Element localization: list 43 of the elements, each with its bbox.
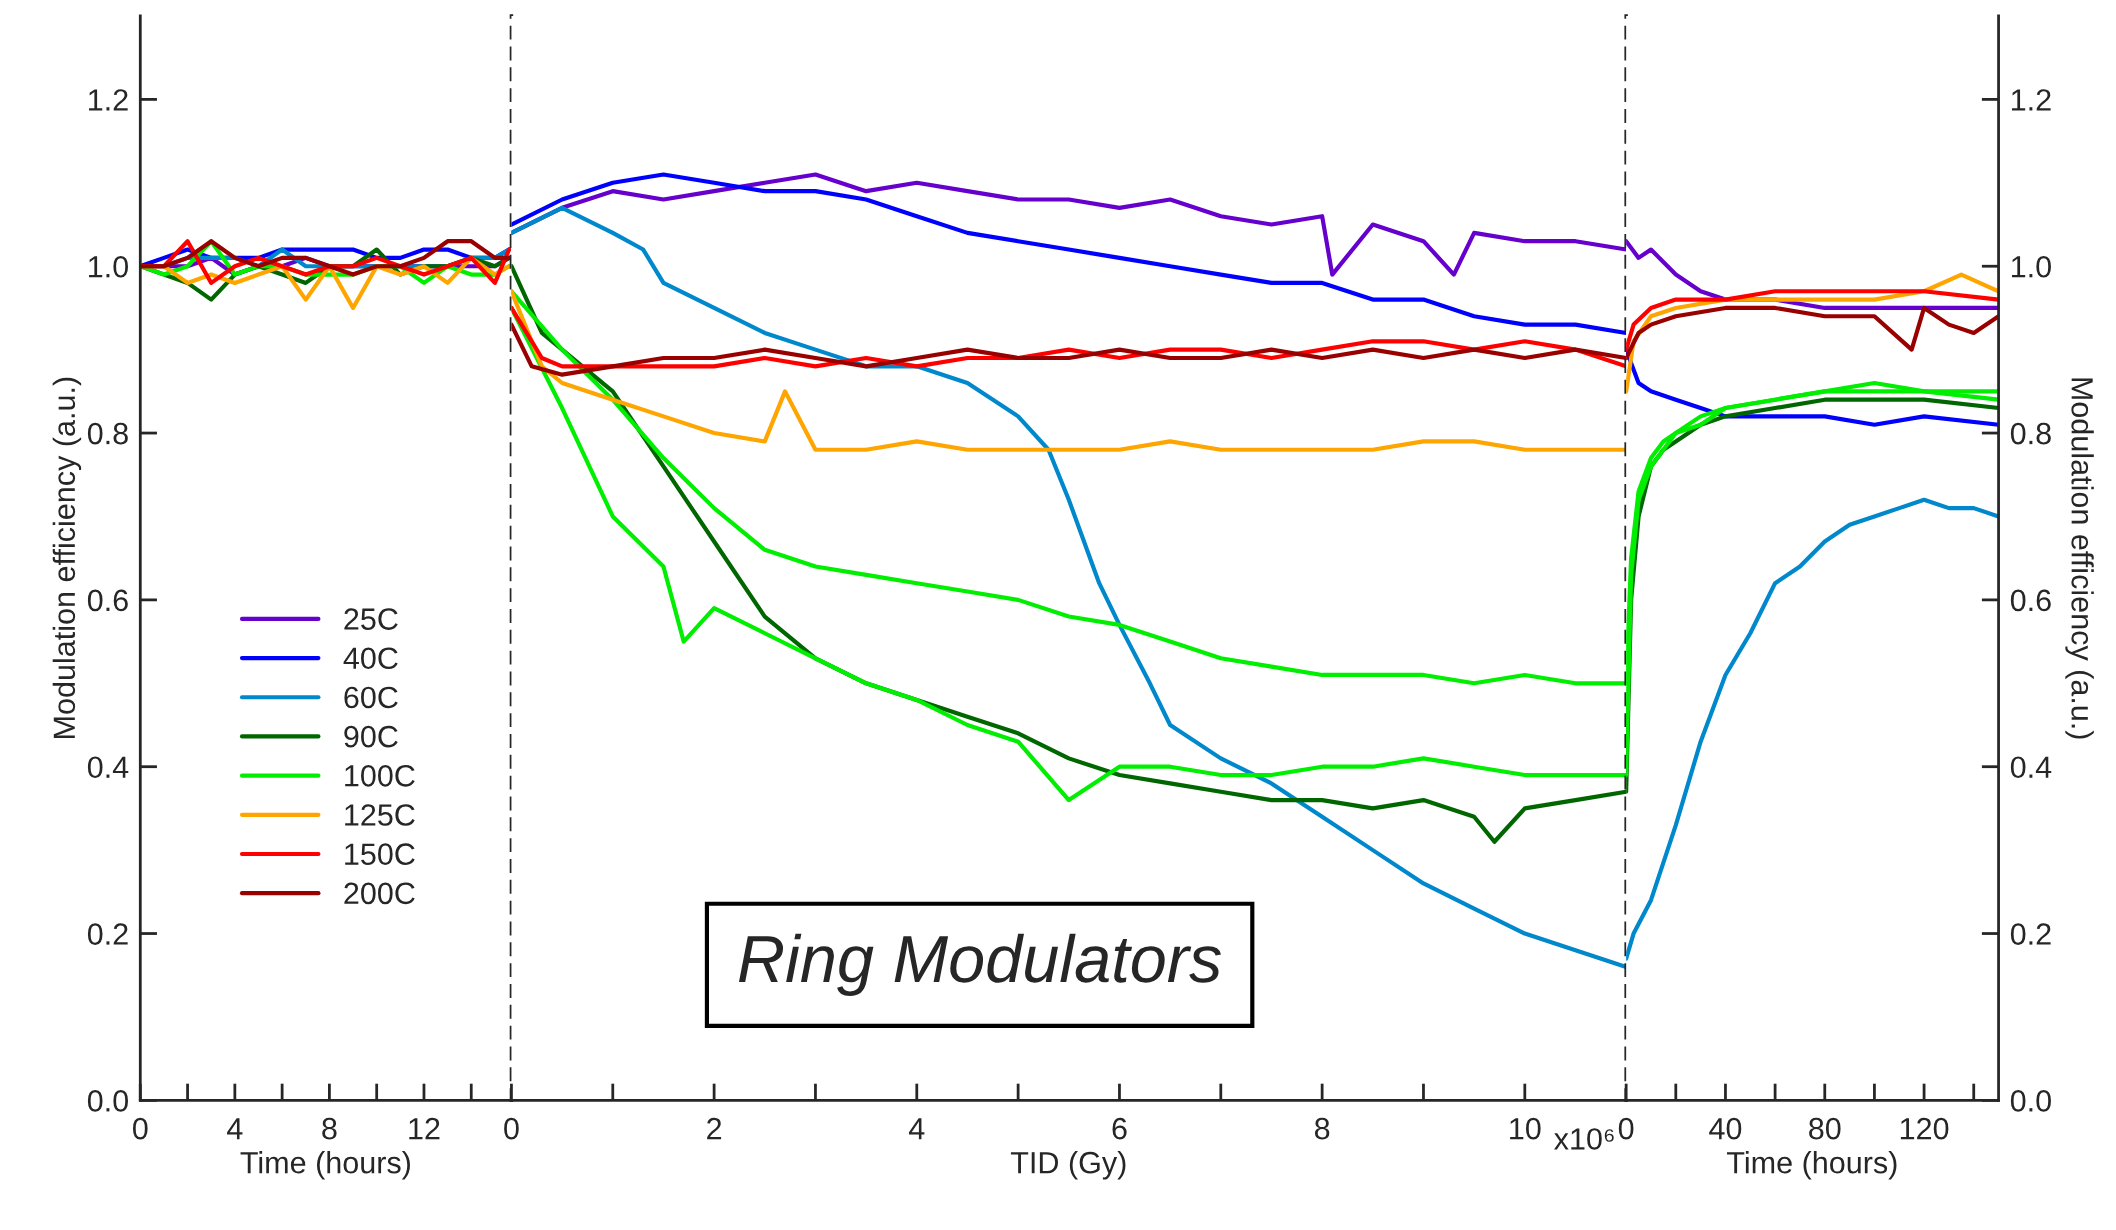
x-axis-title: TID (Gy) — [1010, 1151, 1126, 1180]
x-tick-label: 2 — [707, 1117, 722, 1140]
legend-label: 150C — [345, 843, 415, 865]
y-tick-label: 0.6 — [87, 589, 128, 612]
legend-label: 60C — [344, 686, 398, 709]
x-tick-label: 4 — [908, 1118, 925, 1140]
y2-tick-label: 0.8 — [2010, 422, 2051, 445]
y2-axis-title: Modulation efficiency (a.u.) — [2065, 378, 2094, 739]
x-axis-title: Time (hours) — [240, 1151, 410, 1180]
legend-label: 200C — [344, 882, 415, 905]
legend-label: 100C — [345, 764, 415, 787]
y-tick-label: 0.2 — [87, 923, 128, 945]
y2-tick-label: 0.6 — [2010, 589, 2051, 612]
y2-tick-label: 1.2 — [2012, 89, 2051, 111]
x-tick-label: 6 — [1112, 1117, 1127, 1140]
x-tick-label: 120 — [1900, 1117, 1949, 1140]
x-tick-label: 8 — [1314, 1117, 1330, 1140]
y-tick-label: 0.0 — [87, 1090, 128, 1112]
y-axis-title: Modulation efficiency (a.u.) — [52, 377, 82, 738]
y2-tick-label: 1.0 — [2012, 255, 2051, 278]
x-tick-label: 0 — [504, 1117, 519, 1140]
legend-label: 125C — [345, 804, 415, 826]
y2-tick-label: 0.0 — [2010, 1090, 2051, 1112]
y-tick-label: 1.2 — [89, 89, 128, 111]
x-tick-label: 10 — [1510, 1117, 1541, 1140]
legend-label: 40C — [343, 647, 398, 670]
x-tick-label: 0 — [132, 1117, 148, 1140]
y2-tick-label: 0.4 — [2010, 756, 2052, 779]
y2-tick-label: 0.2 — [2010, 923, 2051, 945]
x-tick-label: 80 — [1809, 1117, 1841, 1140]
x-tick-label: 4 — [227, 1118, 243, 1140]
y-tick-label: 0.8 — [87, 422, 128, 445]
text: x10⁶ — [1554, 1128, 1614, 1150]
y-tick-label: 1.0 — [89, 255, 128, 278]
legend-label: 25C — [344, 608, 398, 630]
x-tick-label: 40 — [1709, 1117, 1742, 1140]
legend-label: 90C — [344, 725, 398, 748]
x-axis-title: Time (hours) — [1727, 1151, 1897, 1180]
x-tick-label: 8 — [322, 1117, 337, 1140]
x-tick-label: 12 — [409, 1117, 440, 1140]
x-tick-label: 0 — [1618, 1117, 1634, 1140]
y-tick-label: 0.4 — [87, 756, 129, 779]
annotation: Ring Modulators — [738, 933, 1221, 996]
